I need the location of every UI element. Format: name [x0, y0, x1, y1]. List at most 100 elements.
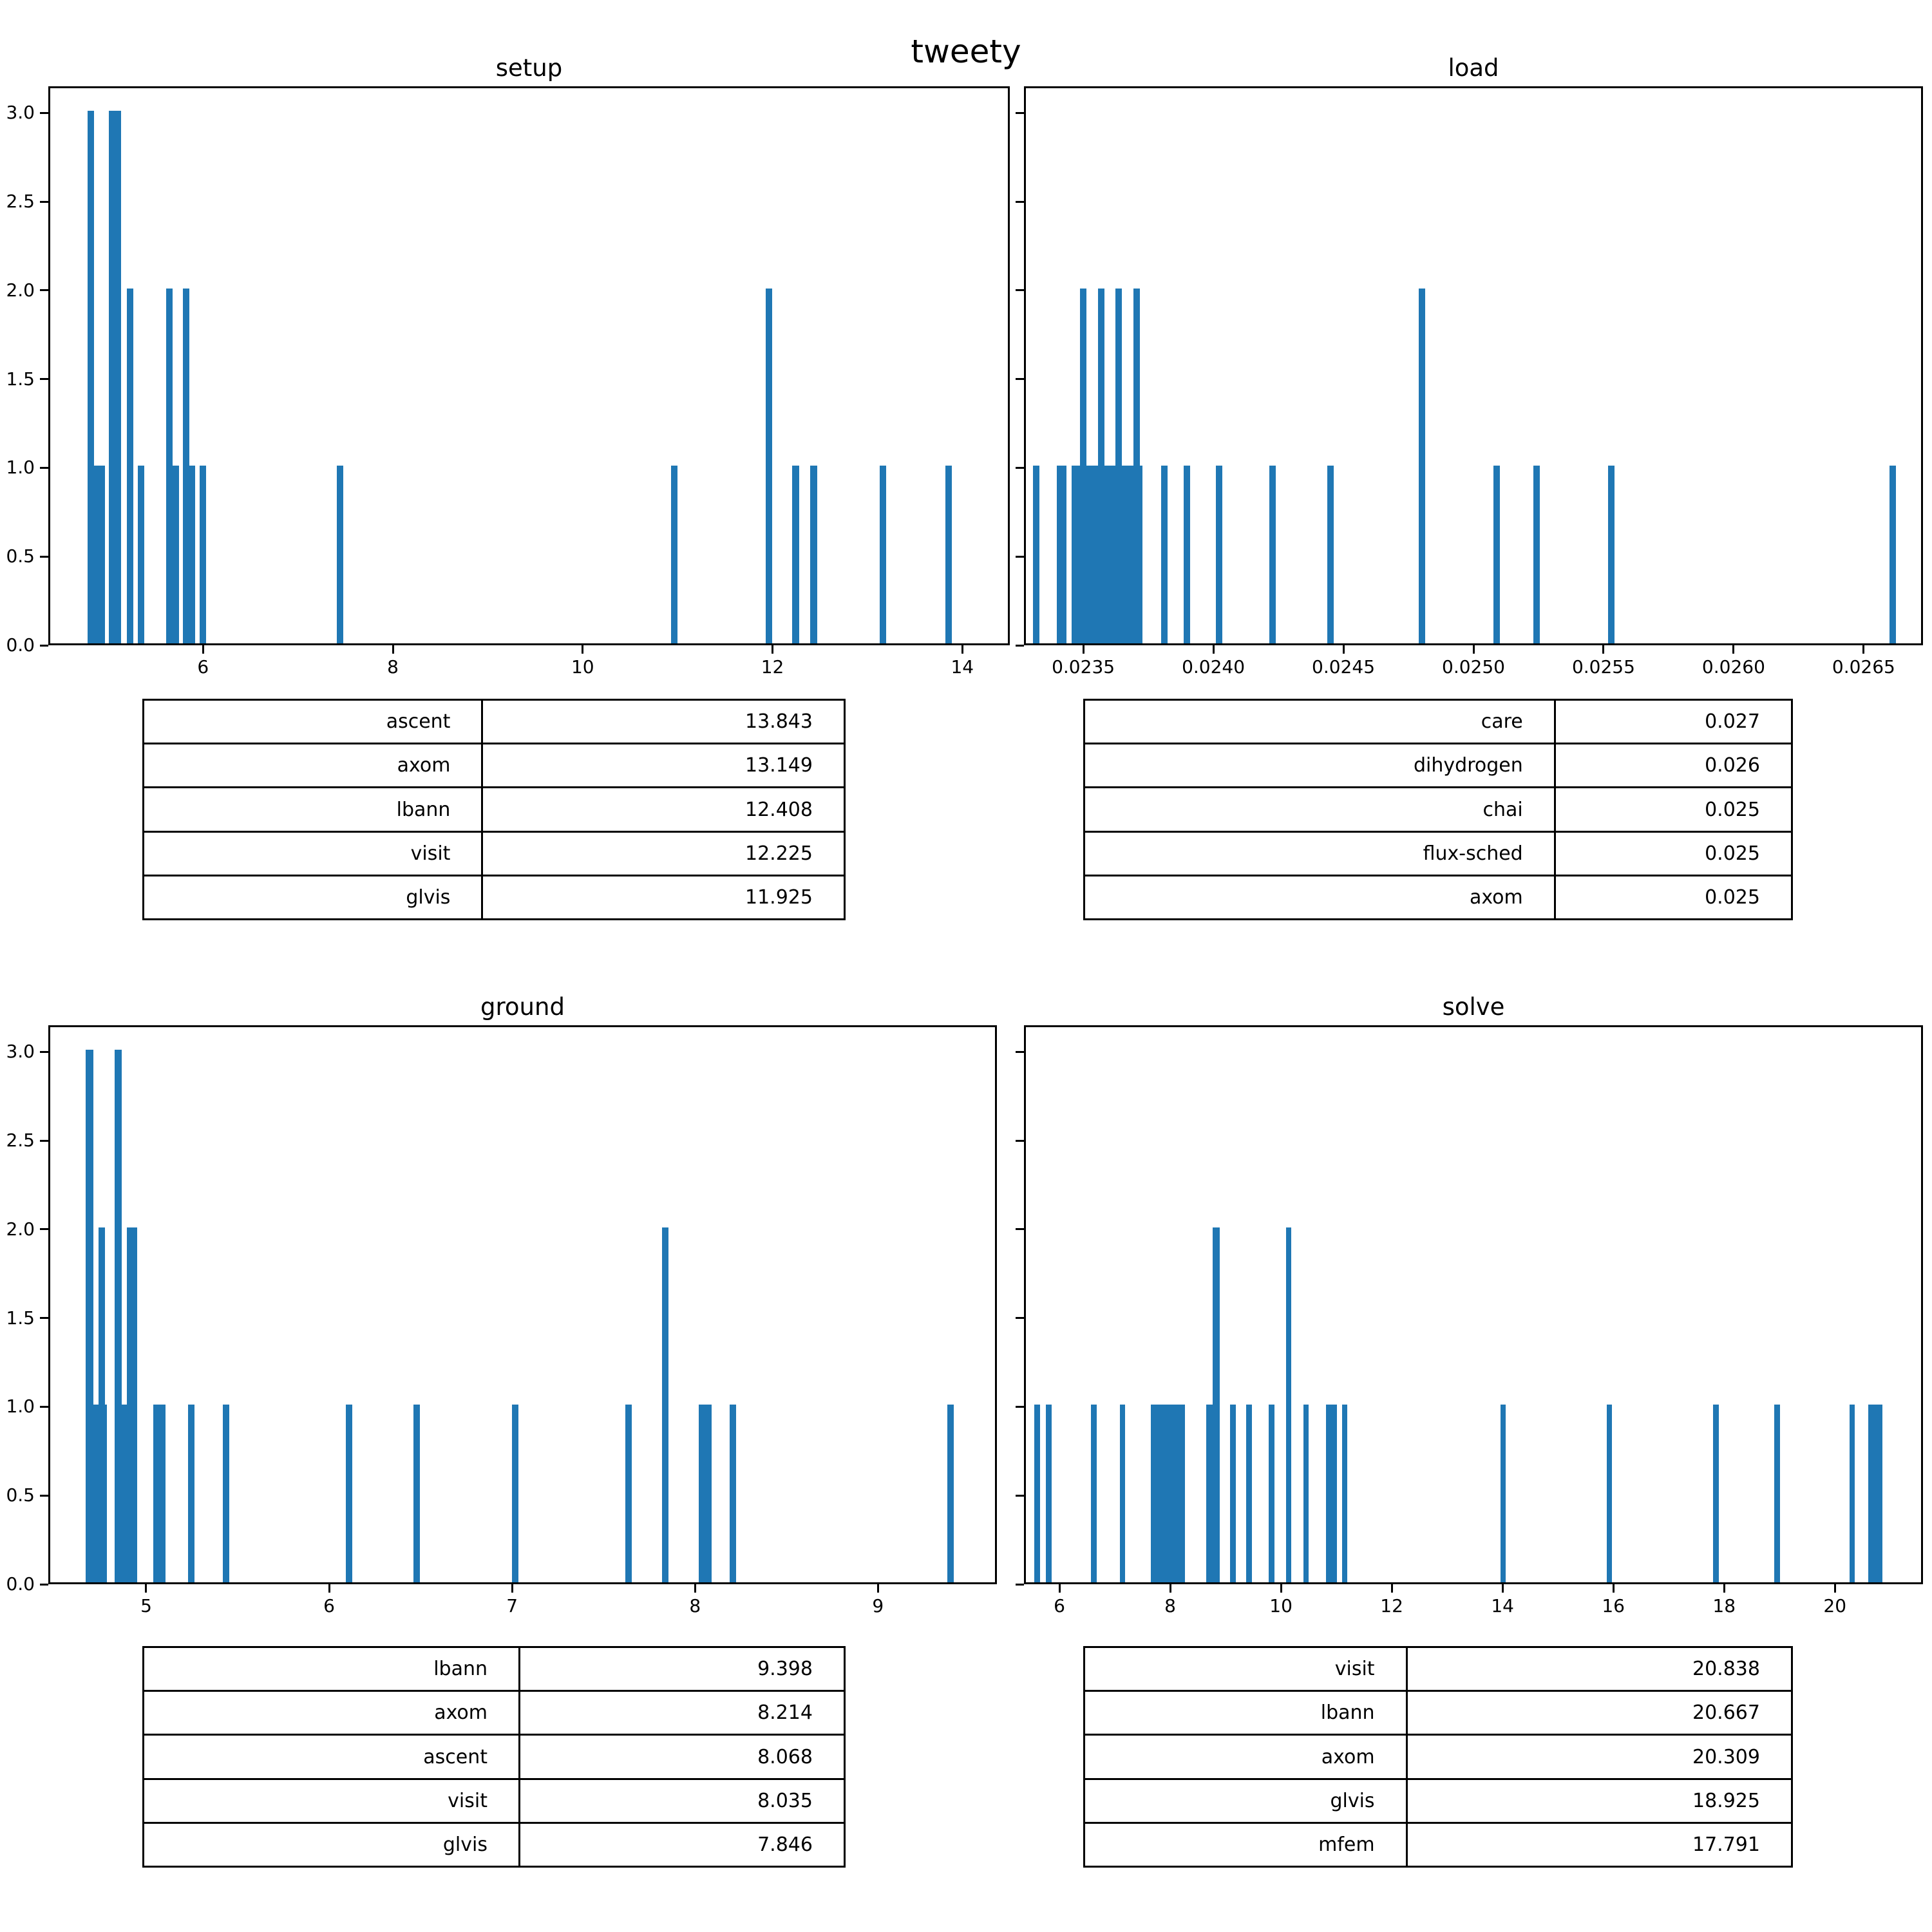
x-tick-mark: [1723, 1584, 1725, 1593]
y-tick-label: 2.0: [6, 279, 35, 301]
y-tick-label: 1.0: [6, 457, 35, 478]
y-tick-mark: [40, 466, 48, 469]
axes-setup: [48, 86, 1010, 645]
x-tick-mark: [1862, 645, 1865, 654]
table-load: care 0.027 dihydrogen 0.026 chai 0.025 flux-sc…: [1083, 699, 1793, 920]
histogram-bar: [1325, 1405, 1337, 1582]
histogram-bar: [1889, 466, 1896, 643]
y-tick-mark: [1016, 555, 1024, 558]
y-tick-label: 3.0: [6, 1041, 35, 1063]
x-tick-label: 0.0245: [1312, 656, 1376, 677]
y-tick-label: 2.0: [6, 1218, 35, 1240]
table-cell-value: 20.667: [1405, 1692, 1791, 1734]
table-row: care 0.027: [1085, 701, 1791, 743]
y-tick-mark: [40, 1317, 48, 1320]
table-cell-value: 12.225: [481, 832, 844, 875]
x-tick-mark: [392, 645, 394, 654]
y-tick-mark: [1016, 289, 1024, 292]
table-row: chai 0.025: [1085, 786, 1791, 831]
x-tick-label: 6: [1054, 1595, 1065, 1616]
subplot-title-solve: solve: [1442, 993, 1505, 1021]
histogram-bar: [115, 1050, 122, 1582]
x-tick-mark: [1342, 645, 1345, 654]
x-tick-label: 6: [197, 656, 209, 677]
x-tick-mark: [1058, 1584, 1061, 1593]
table-cell-value: 20.838: [1405, 1648, 1791, 1690]
x-tick-label: 10: [1269, 1595, 1293, 1616]
y-tick-mark: [1016, 466, 1024, 469]
x-tick-label: 0.0240: [1182, 656, 1245, 677]
table-cell-name: glvis: [406, 886, 451, 909]
histogram-bar: [1269, 466, 1276, 643]
histogram-bar: [127, 288, 134, 643]
histogram-bar: [1160, 466, 1168, 643]
y-tick-mark: [40, 1228, 48, 1231]
y-tick-mark: [1016, 1405, 1024, 1408]
x-tick-mark: [1833, 1584, 1836, 1593]
table-cell-value: 11.925: [481, 876, 844, 919]
x-tick-label: 6: [323, 1595, 335, 1616]
histogram-bar: [1774, 1405, 1781, 1582]
histogram-bar: [189, 466, 196, 643]
x-tick-label: 14: [1491, 1595, 1514, 1616]
table-cell-name: care: [1481, 710, 1523, 734]
table-cell-value: 0.026: [1553, 744, 1791, 787]
y-tick-mark: [40, 111, 48, 114]
table-cell-value: 8.035: [518, 1779, 844, 1822]
table-cell-name: axom: [1321, 1745, 1375, 1768]
y-tick-mark: [1016, 111, 1024, 114]
axes-solve: [1024, 1025, 1923, 1584]
table-cell-value: 17.791: [1405, 1823, 1791, 1866]
histogram-bar: [223, 1405, 230, 1582]
table-cell-name: glvis: [1330, 1789, 1375, 1812]
histogram-bar: [86, 1050, 93, 1582]
table-row: ascent 13.843: [144, 701, 844, 743]
table-cell-name: visit: [448, 1789, 488, 1812]
y-tick-mark: [1016, 1494, 1024, 1497]
histogram-bar: [1091, 1405, 1097, 1582]
x-tick-label: 0.0250: [1442, 656, 1505, 677]
table-row: visit 20.838: [1085, 1648, 1791, 1690]
histogram-bar: [947, 1405, 954, 1582]
histogram-bar: [1184, 466, 1191, 643]
histogram-bar: [698, 1405, 712, 1582]
histogram-bar: [625, 1405, 632, 1582]
y-tick-mark: [1016, 1050, 1024, 1053]
x-tick-mark: [961, 645, 963, 654]
histogram-bar: [1269, 1405, 1274, 1582]
histogram-bar: [126, 1227, 137, 1582]
histogram-bar: [730, 1405, 737, 1582]
x-tick-mark: [1602, 645, 1605, 654]
histogram-bar: [1213, 1227, 1220, 1582]
table-cell-value: 0.027: [1553, 701, 1791, 743]
histogram-bar: [94, 466, 105, 643]
x-tick-mark: [202, 645, 204, 654]
table-ground: lbann 9.398 axom 8.214 ascent 8.068 visit 8.035…: [142, 1646, 846, 1868]
histogram-bar: [166, 288, 173, 643]
histogram-bar: [99, 1227, 106, 1582]
table-row: axom 0.025: [1085, 874, 1791, 919]
histogram-bar: [138, 466, 145, 643]
y-tick-mark: [1016, 1228, 1024, 1231]
histogram-bar: [1419, 288, 1426, 643]
x-tick-label: 8: [1164, 1595, 1176, 1616]
histogram-bar: [810, 466, 817, 643]
table-solve: visit 20.838 lbann 20.667 axom 20.309 glvis 18.…: [1083, 1646, 1793, 1868]
histogram-bar: [766, 288, 773, 643]
x-tick-mark: [145, 1584, 147, 1593]
y-tick-mark: [40, 200, 48, 203]
table-cell-value: 20.309: [1405, 1736, 1791, 1778]
x-tick-label: 9: [872, 1595, 884, 1616]
table-cell-value: 13.149: [481, 744, 844, 787]
table-row: ascent 8.068: [144, 1734, 844, 1778]
x-tick-mark: [1169, 1584, 1171, 1593]
table-cell-name: lbann: [1320, 1701, 1375, 1725]
x-tick-mark: [1501, 1584, 1504, 1593]
y-tick-mark: [1016, 1583, 1024, 1586]
x-tick-mark: [1082, 645, 1084, 654]
histogram-bar: [1133, 288, 1141, 643]
table-row: flux-sched 0.025: [1085, 830, 1791, 875]
x-tick-mark: [511, 1584, 513, 1593]
histogram-bar: [337, 466, 344, 643]
y-tick-mark: [40, 555, 48, 558]
